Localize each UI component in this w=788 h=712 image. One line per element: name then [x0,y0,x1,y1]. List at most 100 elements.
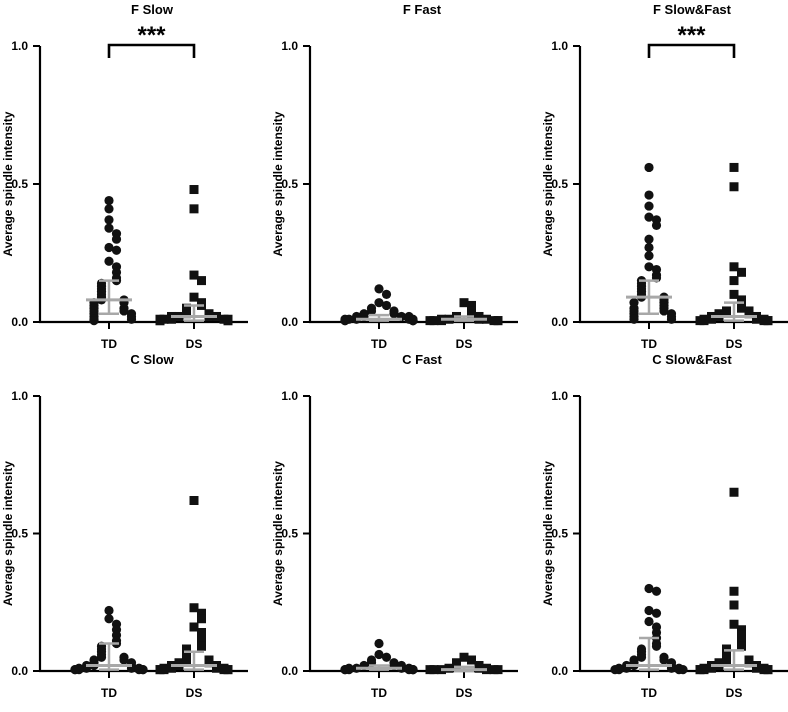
data-point [752,663,761,673]
y-tick-label: 0.5 [551,177,568,191]
significance-bracket [647,43,736,58]
data-point [695,665,705,675]
data-point [189,292,199,302]
data-point [744,658,754,668]
series-td [340,284,418,326]
data-point [729,162,739,172]
y-tick-label: 0.5 [551,527,568,541]
data-point [111,245,122,255]
series-td [626,162,677,324]
data-point [737,267,746,277]
x-tick-label: TD [371,337,387,351]
data-point [197,276,206,286]
data-point [381,289,392,299]
y-tick-label: 0.5 [11,177,28,191]
series-td [86,195,137,326]
y-tick-label: 0.5 [281,177,298,191]
y-tick-label: 0.5 [11,527,28,541]
data-point [744,309,754,319]
data-point [729,262,739,272]
data-point [138,665,148,675]
data-point [644,190,654,200]
significance-label: *** [677,22,706,49]
data-point [459,652,469,662]
data-point [729,289,739,299]
data-point [104,256,114,266]
data-point [189,496,199,505]
data-point [644,212,654,222]
y-tick-label: 0.0 [281,664,298,678]
x-tick-label: TD [371,686,387,700]
data-point [467,300,476,310]
data-point [155,316,165,326]
y-tick-label: 0.0 [281,315,298,329]
y-tick-label: 1.0 [551,39,568,53]
data-point [111,234,122,244]
chart-panel-5: C Fast 0.0 0.5 1.0 Average spindle intensity… [271,352,518,700]
data-point [366,306,377,316]
data-point [651,220,662,230]
chart-panel-4: C Slow 0.0 0.5 1.0 Average spindle intensity… [1,352,248,700]
data-point [707,314,716,324]
data-point [126,314,137,324]
data-point [212,663,221,673]
x-tick-label: DS [726,337,743,351]
data-point [659,306,669,316]
data-point [119,306,129,316]
chart-panel-6: C Slow&Fast 0.0 0.5 1.0 Average spindle inte… [541,352,788,700]
y-tick-label: 1.0 [551,389,568,403]
y-tick-label: 0.0 [11,315,28,329]
x-tick-label: TD [641,686,657,700]
data-point [729,619,739,629]
chart-title: C Fast [402,352,442,367]
data-point [729,276,739,286]
data-point [493,316,503,326]
data-point [167,663,176,673]
y-axis-label: Average spindle intensity [1,111,15,256]
y-tick-label: 1.0 [11,39,28,53]
data-point [763,665,773,675]
data-point [729,586,739,596]
data-point [155,665,165,675]
series-ds [695,162,773,326]
data-point [104,223,114,233]
data-point [729,182,739,192]
y-axis-label: Average spindle intensity [541,111,555,256]
data-point [104,614,114,624]
data-point [763,316,773,326]
data-point [89,316,99,326]
chart-title: F Slow [131,2,174,17]
data-point [610,665,620,675]
data-point [223,316,233,326]
data-point [636,652,647,662]
data-point [408,665,418,675]
data-point [197,628,206,637]
data-point [651,586,662,596]
chart-panel-3: F Slow&Fast 0.0 0.5 1.0 Average spindle inte… [541,2,788,351]
data-point [70,665,80,675]
data-point [104,605,114,616]
chart-title: F Slow&Fast [653,2,732,17]
data-point [381,652,392,662]
y-axis-label: Average spindle intensity [271,111,285,256]
chart-title: C Slow&Fast [652,352,732,367]
y-axis-label: Average spindle intensity [541,461,555,606]
data-point [695,316,705,326]
data-point [425,665,435,675]
series-ds [155,496,233,675]
data-point [737,633,746,643]
x-tick-label: TD [101,337,117,351]
data-point [752,314,761,324]
data-point [452,661,461,670]
significance-label: *** [137,22,166,49]
x-tick-label: DS [456,686,473,700]
data-point [119,655,129,665]
data-point [189,603,199,613]
data-point [644,162,654,173]
data-point [381,300,392,311]
data-point [651,641,662,651]
chart-panel-2: F Fast 0.0 0.5 1.0 Average spindle intensity… [271,2,518,351]
data-point [408,316,418,326]
x-tick-label: TD [641,337,657,351]
data-point [197,641,206,651]
